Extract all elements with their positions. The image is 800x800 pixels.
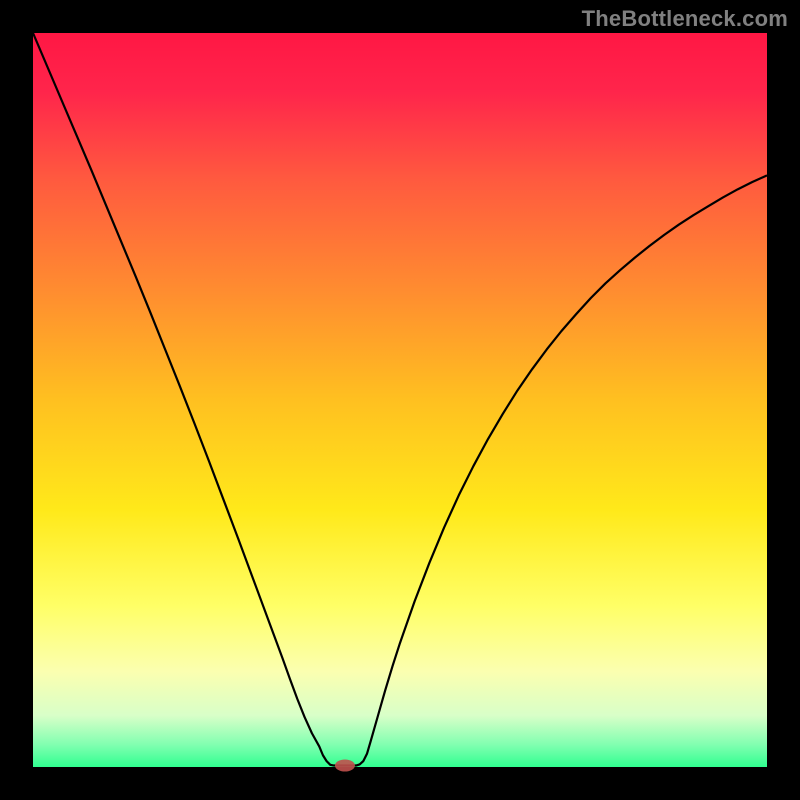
- chart-svg: [0, 0, 800, 800]
- plot-area-gradient: [33, 33, 767, 767]
- site-watermark: TheBottleneck.com: [582, 6, 788, 32]
- optimal-marker: [335, 760, 355, 772]
- bottleneck-chart: [0, 0, 800, 800]
